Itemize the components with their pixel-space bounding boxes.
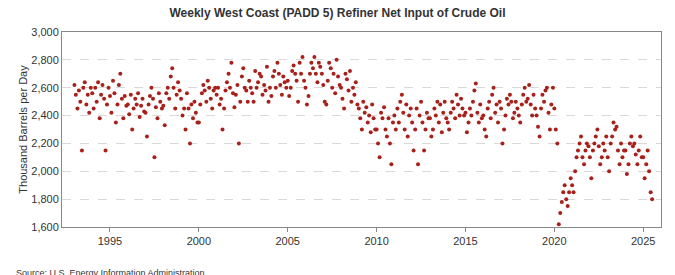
svg-text:3,000: 3,000 <box>31 26 59 38</box>
svg-text:2,400: 2,400 <box>31 109 59 121</box>
svg-text:2010: 2010 <box>364 235 388 247</box>
svg-text:1,800: 1,800 <box>31 193 59 205</box>
svg-text:2000: 2000 <box>187 235 211 247</box>
svg-text:1,600: 1,600 <box>31 221 59 233</box>
svg-text:2020: 2020 <box>542 235 566 247</box>
svg-text:2,000: 2,000 <box>31 165 59 177</box>
svg-text:2,800: 2,800 <box>31 54 59 66</box>
svg-text:1995: 1995 <box>98 235 122 247</box>
svg-text:Weekly West Coast (PADD 5) Ref: Weekly West Coast (PADD 5) Refiner Net I… <box>169 6 505 20</box>
svg-text:2015: 2015 <box>453 235 477 247</box>
svg-text:2,600: 2,600 <box>31 82 59 94</box>
svg-text:2005: 2005 <box>275 235 299 247</box>
svg-text:Source: U.S. Energy Informatio: Source: U.S. Energy Information Administ… <box>16 268 205 275</box>
svg-text:2,200: 2,200 <box>31 137 59 149</box>
svg-text:2025: 2025 <box>631 235 655 247</box>
svg-text:Thousand Barrels per Day: Thousand Barrels per Day <box>17 65 29 194</box>
